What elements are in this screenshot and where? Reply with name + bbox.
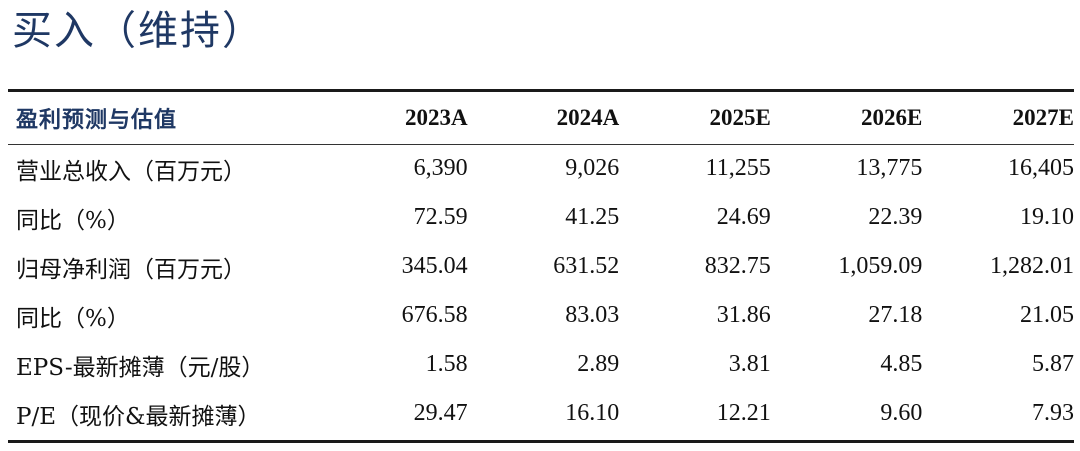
row-label: 营业总收入（百万元）	[16, 158, 246, 185]
table-cell: 3.81	[728, 351, 771, 377]
table-cell: 29.47	[413, 400, 468, 426]
table-cell: 9.60	[880, 400, 923, 426]
table-cell: 16.10	[565, 400, 620, 426]
table-cell: 7.93	[1032, 400, 1074, 426]
table-row: 营业总收入（百万元） 6,390 9,026 11,255 13,775 16,…	[8, 144, 1074, 193]
table-row: EPS-最新摊薄（元/股） 1.58 2.89 3.81 4.85 5.87	[8, 340, 1074, 389]
row-label: 同比（%）	[16, 207, 130, 234]
table-cell: 27.18	[868, 302, 923, 328]
table-row: P/E（现价&最新摊薄） 29.47 16.10 12.21 9.60 7.93	[8, 389, 1074, 438]
table-row: 归母净利润（百万元） 345.04 631.52 832.75 1,059.09…	[8, 242, 1074, 291]
row-label: 同比（%）	[16, 305, 130, 332]
table-cell: 832.75	[704, 253, 771, 279]
table-cell: 16,405	[1008, 155, 1074, 181]
table-header-row: 盈利预测与估值 2023A 2024A 2025E 2026E 2027E	[8, 92, 1074, 144]
table-cell: 22.39	[868, 204, 923, 230]
header-year: 2023A	[404, 105, 468, 130]
table-top-rule	[8, 89, 1074, 92]
table-cell: 83.03	[565, 302, 620, 328]
table-cell: 5.87	[1032, 351, 1074, 377]
row-label: P/E（现价&最新摊薄）	[16, 403, 261, 430]
row-label: EPS-最新摊薄（元/股）	[16, 354, 265, 381]
table-cell: 11,255	[705, 155, 771, 181]
table-cell: 2.89	[577, 351, 620, 377]
table-cell: 1,059.09	[838, 253, 923, 279]
rating-title: 买入（维持）	[12, 8, 264, 54]
table-cell: 19.10	[1020, 204, 1074, 230]
table-cell: 12.21	[716, 400, 771, 426]
table-cell: 41.25	[565, 204, 620, 230]
table-cell: 24.69	[716, 204, 771, 230]
header-year: 2024A	[556, 105, 620, 130]
table-row: 同比（%） 72.59 41.25 24.69 22.39 19.10	[8, 193, 1074, 242]
table-cell: 21.05	[1020, 302, 1074, 328]
header-year: 2027E	[1012, 105, 1074, 130]
table-cell: 72.59	[413, 204, 468, 230]
table-bottom-rule	[8, 440, 1074, 443]
header-year: 2026E	[861, 105, 923, 130]
table-cell: 6,390	[413, 155, 468, 181]
table-cell: 31.86	[716, 302, 771, 328]
row-label: 归母净利润（百万元）	[16, 256, 246, 283]
table-cell: 13,775	[856, 155, 923, 181]
table-row: 同比（%） 676.58 83.03 31.86 27.18 21.05	[8, 291, 1074, 340]
table-cell: 1,282.01	[990, 253, 1074, 279]
table-cell: 631.52	[553, 253, 620, 279]
forecast-table: 盈利预测与估值 2023A 2024A 2025E 2026E 2027E 营业…	[8, 92, 1074, 438]
table-cell: 9,026	[565, 155, 620, 181]
table-cell: 1.58	[425, 351, 468, 377]
table-header-rule	[8, 144, 1074, 145]
header-year: 2025E	[709, 105, 771, 130]
header-label: 盈利预测与估值	[16, 108, 178, 133]
table-cell: 676.58	[401, 302, 468, 328]
table-cell: 345.04	[401, 253, 468, 279]
table-cell: 4.85	[880, 351, 923, 377]
